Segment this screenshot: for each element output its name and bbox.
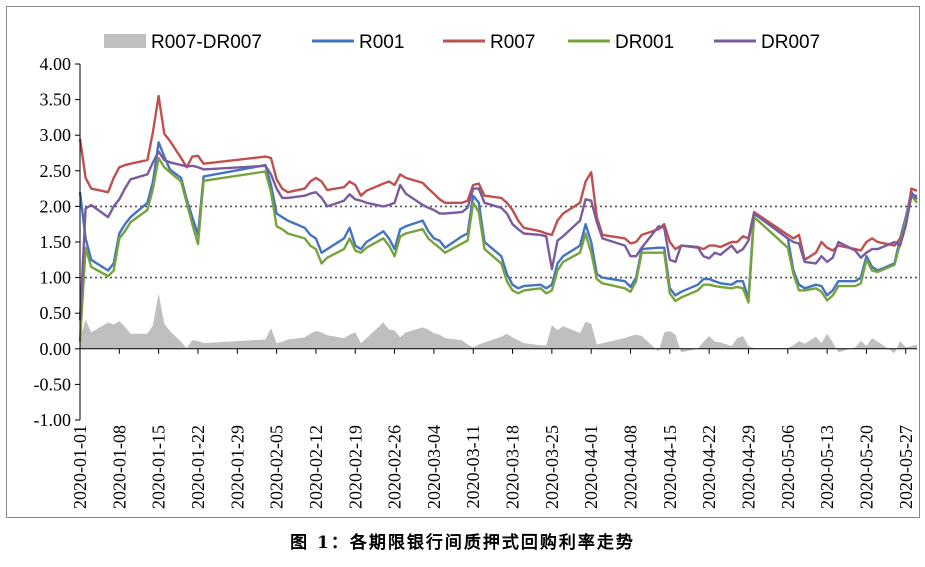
x-tick-label: 2020-02-05 xyxy=(267,425,287,509)
x-tick-label: 2020-01-15 xyxy=(149,425,169,509)
x-tick-label: 2020-02-12 xyxy=(306,425,326,509)
series-line-r007 xyxy=(78,94,918,261)
y-tick-label: 2.50 xyxy=(40,161,72,181)
legend-label: R007 xyxy=(490,32,535,53)
y-tick-label: 1.50 xyxy=(40,232,72,252)
x-tick-label: 2020-02-26 xyxy=(385,425,405,509)
series-line-dr001 xyxy=(78,156,918,342)
chart-frame xyxy=(6,6,920,518)
x-tick-label: 2020-03-04 xyxy=(424,425,444,509)
series-line-dr007 xyxy=(78,150,917,321)
x-tick-label: 2020-05-20 xyxy=(856,425,876,509)
y-tick-label: 0.50 xyxy=(40,303,72,323)
x-tick-label: 2020-01-01 xyxy=(70,425,90,509)
figure-caption: 图 1：各期限银行间质押式回购利率走势 xyxy=(290,533,635,553)
legend-entry-dr007: DR007 xyxy=(714,32,820,53)
x-tick-label: 2020-04-01 xyxy=(581,425,601,509)
legend-label: DR007 xyxy=(761,32,820,53)
area-layer xyxy=(80,293,917,354)
legend: R007-DR007 R001 R007 DR001 DR007 xyxy=(104,32,820,53)
x-tick-label: 2020-05-27 xyxy=(896,425,916,509)
x-tick-label: 2020-04-15 xyxy=(660,425,680,509)
x-tick-label: 2020-01-22 xyxy=(188,425,208,509)
x-tick-label: 2020-05-06 xyxy=(778,425,798,509)
legend-label: DR001 xyxy=(615,32,674,53)
legend-label: R007-DR007 xyxy=(151,32,262,53)
y-tick-label: 0.00 xyxy=(40,339,72,359)
x-tick-label: 2020-04-08 xyxy=(621,425,641,509)
y-tick-label: 1.00 xyxy=(40,268,72,288)
legend-entry-r007-dr007: R007-DR007 xyxy=(104,32,262,53)
y-tick-label: -1.00 xyxy=(34,410,72,430)
x-tick-label: 2020-03-18 xyxy=(503,425,523,509)
legend-entry-r001: R001 xyxy=(312,32,404,53)
axis-layer: 4.00 3.50 3.00 2.50 2.00 1.50 1.00 0.50 0.00 -0.5… xyxy=(34,54,917,509)
x-tick-label: 2020-05-13 xyxy=(817,425,837,509)
series-area-r007-dr007 xyxy=(80,293,917,354)
x-tick-label: 2020-02-19 xyxy=(345,425,365,509)
legend-swatch xyxy=(104,34,146,48)
x-tick-label: 2020-04-29 xyxy=(739,425,759,509)
y-tick-label: 4.00 xyxy=(40,54,72,74)
legend-entry-dr001: DR001 xyxy=(568,32,674,53)
y-tick-label: 2.00 xyxy=(40,196,72,216)
y-tick-label: 3.00 xyxy=(40,125,72,145)
x-tick-label: 2020-04-22 xyxy=(699,425,719,509)
line-chart: 4.00 3.50 3.00 2.50 2.00 1.50 1.00 0.50 0.00 -0.5… xyxy=(34,32,918,509)
x-tick-label: 2020-03-11 xyxy=(463,425,483,508)
legend-label: R001 xyxy=(359,32,404,53)
y-tick-label: -0.50 xyxy=(34,374,72,394)
x-tick-label: 2020-01-29 xyxy=(227,425,247,509)
line-layer xyxy=(78,94,918,342)
series-line-r001 xyxy=(78,141,918,301)
x-tick-label: 2020-03-25 xyxy=(542,425,562,509)
legend-entry-r007: R007 xyxy=(443,32,535,53)
y-tick-label: 3.50 xyxy=(40,90,72,110)
x-tick-label: 2020-01-08 xyxy=(109,425,129,509)
